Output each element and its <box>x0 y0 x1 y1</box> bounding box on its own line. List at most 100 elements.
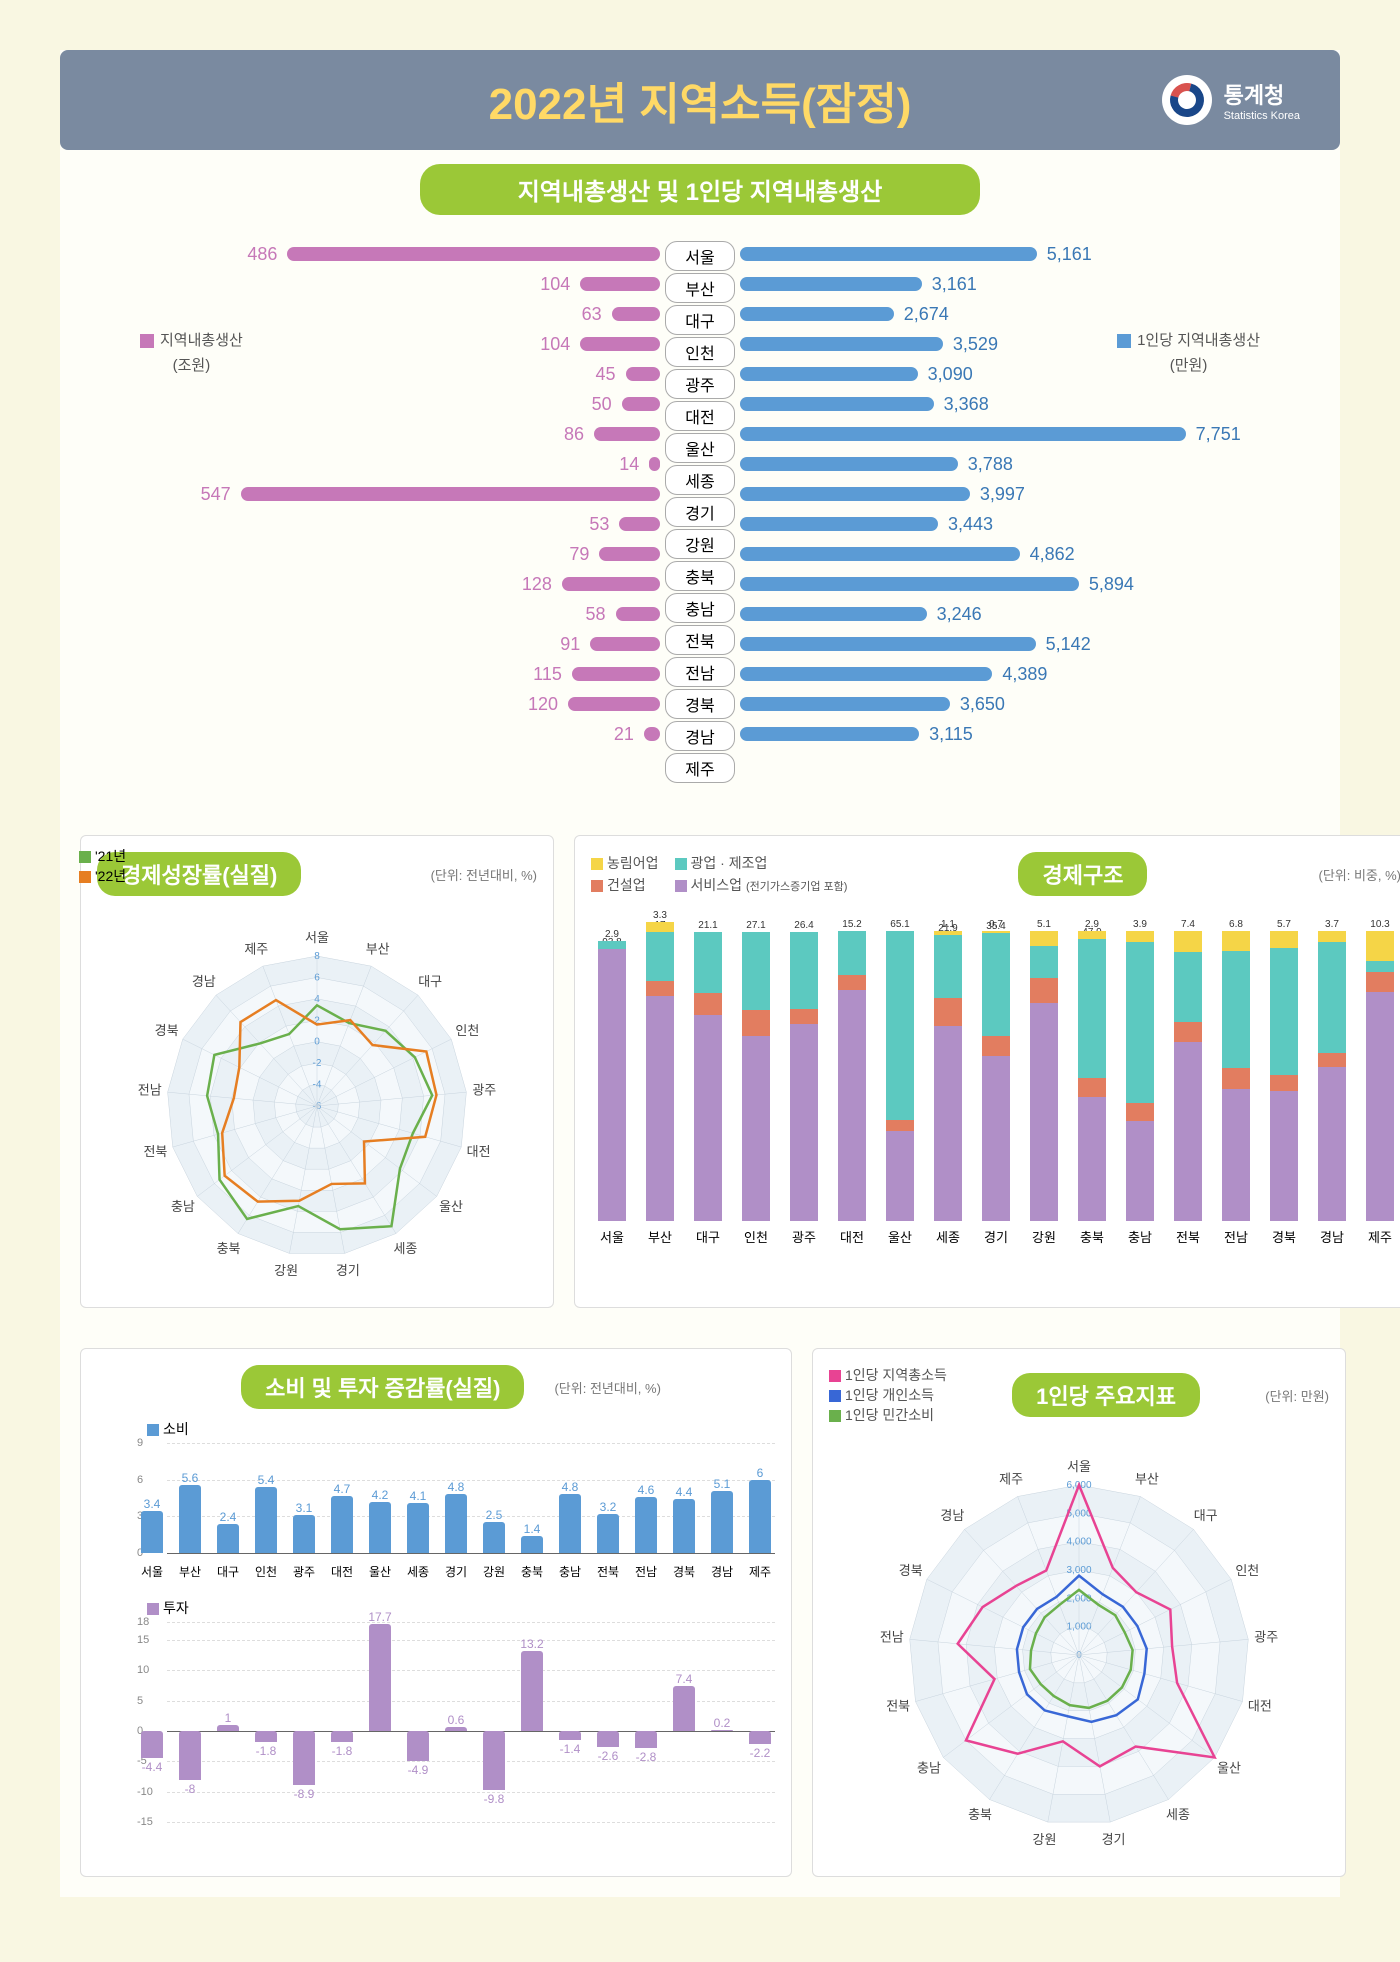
growth-radar-panel: '21년 '22년 경제성장률(실질) (단위: 전년대비, %) 86420-… <box>80 835 554 1308</box>
structure-bar: 44.75.743.95.7 <box>1263 931 1305 1221</box>
butterfly-left-row: 21 <box>140 719 660 749</box>
butterfly-left-row: 120 <box>140 689 660 719</box>
growth-radar-legend: '21년 '22년 <box>79 846 126 886</box>
structure-bar: 79.16.83.810.3 <box>1359 931 1400 1221</box>
butterfly-left-legend: 지역내총생산 (조원) <box>140 329 243 375</box>
percapita-unit: (단위: 만원) <box>1265 1386 1329 1405</box>
butterfly-right-legend: 1인당 지역내총생산 (만원) <box>1117 329 1260 375</box>
infographic-root: 2022년 지역소득(잠정) 통계청 Statistics Korea 지역내총… <box>60 50 1340 1897</box>
svg-text:서울: 서울 <box>1067 1459 1091 1474</box>
bar: -2.6 <box>593 1622 623 1822</box>
butterfly-right-row: 3,368 <box>740 389 1260 419</box>
butterfly-chart: 지역내총생산 (조원) 1인당 지역내총생산 (만원) 486104631044… <box>60 229 1340 815</box>
percapita-legend: 1인당 지역총소득 1인당 개인소득 1인당 민간소비 <box>829 1365 947 1425</box>
svg-text:서울: 서울 <box>305 930 329 945</box>
svg-text:전남: 전남 <box>880 1630 904 1645</box>
region-label: 광주 <box>665 369 735 399</box>
bar: 4.8 <box>555 1443 585 1553</box>
region-label: 제주 <box>665 753 735 783</box>
main-title: 2022년 지역소득(잠정) <box>489 68 912 132</box>
region-label: 대구 <box>665 305 735 335</box>
svg-text:울산: 울산 <box>439 1199 463 1214</box>
butterfly-left-row: 547 <box>140 479 660 509</box>
structure-bar: 63.88.927.1 <box>735 932 777 1221</box>
butterfly-right-row: 4,389 <box>740 659 1260 689</box>
butterfly-right-row: 5,161 <box>740 239 1260 269</box>
svg-text:대전: 대전 <box>467 1144 491 1159</box>
butterfly-left-row: 104 <box>140 269 660 299</box>
butterfly-right-row: 2,674 <box>740 299 1260 329</box>
bar: 3.2 <box>593 1443 623 1553</box>
svg-text:대구: 대구 <box>1194 1508 1218 1523</box>
structure-bar: 67.29.721.91.1 <box>927 931 969 1221</box>
butterfly-right-row: 3,115 <box>740 719 1260 749</box>
butterfly-right-row: 5,894 <box>740 569 1260 599</box>
percapita-radar-chart: 6,0005,0004,0003,0002,0001,0000서울부산대구인천광… <box>829 1435 1329 1855</box>
percapita-radar-panel: 1인당 지역총소득 1인당 개인소득 1인당 민간소비 1인당 주요지표 (단위… <box>812 1348 1346 1877</box>
butterfly-right-row: 3,788 <box>740 449 1260 479</box>
butterfly-left-row: 486 <box>140 239 660 269</box>
org-logo-block: 통계청 Statistics Korea <box>1162 75 1300 125</box>
svg-text:제주: 제주 <box>999 1472 1023 1487</box>
svg-text:인천: 인천 <box>455 1023 479 1038</box>
bar: 4.4 <box>669 1443 699 1553</box>
svg-text:경북: 경북 <box>155 1023 179 1038</box>
svg-text:경기: 경기 <box>336 1263 360 1278</box>
svg-text:제주: 제주 <box>244 941 268 956</box>
butterfly-title: 지역내총생산 및 1인당 지역내총생산 <box>420 164 980 215</box>
structure-bar: 45.57.440.36.8 <box>1215 931 1257 1221</box>
org-logo-icon <box>1162 75 1212 125</box>
structure-bar: 93.82.9 <box>591 941 633 1221</box>
region-label: 대전 <box>665 401 735 431</box>
bar: -9.8 <box>479 1622 509 1822</box>
svg-text:세종: 세종 <box>1166 1807 1190 1822</box>
bar: 3.1 <box>289 1443 319 1553</box>
structure-unit: (단위: 비중, %) <box>1318 865 1400 884</box>
region-label: 전북 <box>665 625 735 655</box>
svg-text:울산: 울산 <box>1217 1760 1241 1775</box>
bar: 0.6 <box>441 1622 471 1822</box>
bar: -1.4 <box>555 1622 585 1822</box>
region-label: 서울 <box>665 241 735 271</box>
bar: 5.1 <box>707 1443 737 1553</box>
structure-bar: 75.18.8115.1 <box>1023 931 1065 1221</box>
butterfly-left-row: 58 <box>140 599 660 629</box>
org-name-en: Statistics Korea <box>1224 110 1300 122</box>
bar: 4.6 <box>631 1443 661 1553</box>
bar: 4.7 <box>327 1443 357 1553</box>
growth-radar-chart: 86420-2-4-6서울부산대구인천광주대전울산세종경기강원충북충남전북전남경… <box>97 906 537 1286</box>
consumption-bar-chart: 0369 3.4 5.6 2.4 5.4 3.1 4.7 4.2 4.1 4.8 <box>97 1443 775 1553</box>
bar: -8 <box>175 1622 205 1822</box>
region-label: 경북 <box>665 689 735 719</box>
bar: 0.2 <box>707 1622 737 1822</box>
structure-bar: 56.9735.40.7 <box>975 931 1017 1221</box>
butterfly-right-row: 3,443 <box>740 509 1260 539</box>
bar: -2.2 <box>745 1622 775 1822</box>
butterfly-left-row: 86 <box>140 419 660 449</box>
svg-text:인천: 인천 <box>1235 1563 1259 1578</box>
svg-text:경남: 경남 <box>940 1508 964 1523</box>
main-header: 2022년 지역소득(잠정) 통계청 Statistics Korea <box>60 50 1340 150</box>
svg-text:대전: 대전 <box>1248 1698 1272 1713</box>
bar: -8.9 <box>289 1622 319 1822</box>
svg-text:충북: 충북 <box>217 1241 241 1256</box>
bar: 6 <box>745 1443 775 1553</box>
butterfly-left-row: 63 <box>140 299 660 329</box>
percapita-title: 1인당 주요지표 <box>1012 1373 1200 1417</box>
structure-legend: 농림어업 광업 · 제조업 건설업 서비스업 (전기가스증기업 포함) <box>591 853 847 895</box>
butterfly-right-row: 7,751 <box>740 419 1260 449</box>
bar: -4.9 <box>403 1622 433 1822</box>
butterfly-left-row: 115 <box>140 659 660 689</box>
butterfly-left-row: 128 <box>140 569 660 599</box>
structure-bar: 42.86.447.92.9 <box>1071 931 1113 1221</box>
bar: -2.8 <box>631 1622 661 1822</box>
region-label: 인천 <box>665 337 735 367</box>
structure-bar: 71.27.421.1 <box>687 932 729 1221</box>
structure-bar: 34.66.155.43.9 <box>1119 931 1161 1221</box>
bar: 2.4 <box>213 1443 243 1553</box>
butterfly-left-row: 53 <box>140 509 660 539</box>
growth-radar-title: 경제성장률(실질) <box>97 852 301 896</box>
region-label: 강원 <box>665 529 735 559</box>
svg-text:광주: 광주 <box>472 1082 496 1097</box>
structure-stacked-bars: 93.82.9 서울 77.65.1173.3 부산 71.27.421.1 대… <box>591 906 1400 1246</box>
